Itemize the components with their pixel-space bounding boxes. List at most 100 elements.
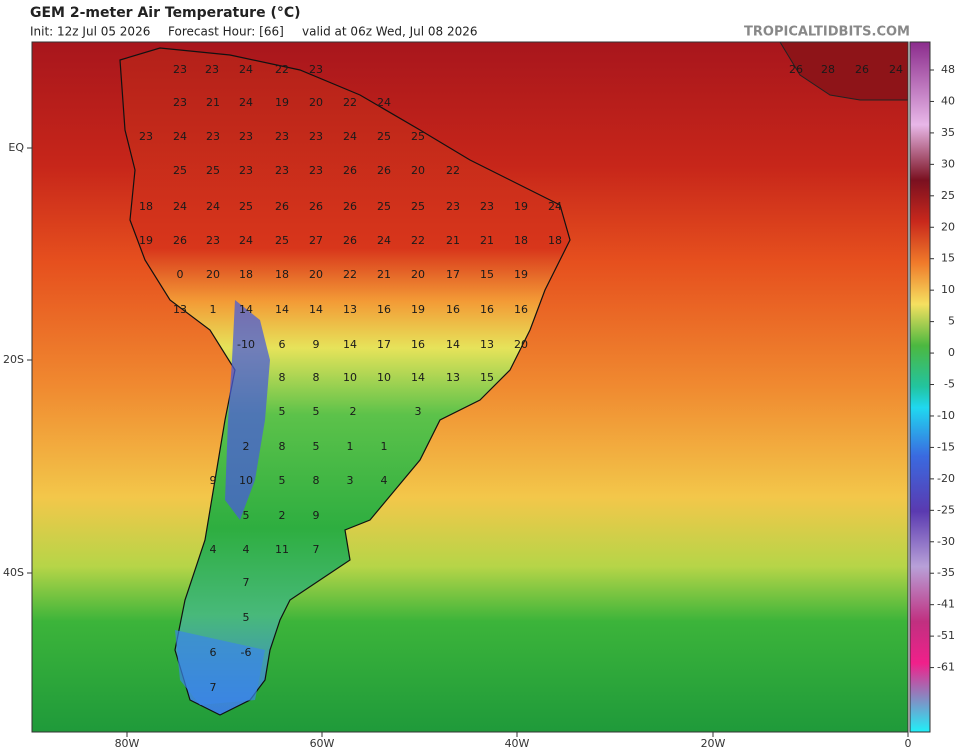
temp-label: 16 (446, 303, 460, 316)
temp-label: 6 (279, 338, 286, 351)
temp-label: 10 (377, 371, 391, 384)
x-axis-label: 80W (115, 737, 140, 750)
temp-label: 11 (275, 543, 289, 556)
temp-label: 25 (275, 234, 289, 247)
temp-label: 14 (411, 371, 425, 384)
temp-label: 23 (173, 96, 187, 109)
x-axis-label: 60W (310, 737, 335, 750)
temp-label: 5 (279, 474, 286, 487)
x-axis-label: 0 (905, 737, 912, 750)
colorbar-label: 10 (941, 283, 955, 296)
temp-label: 2 (243, 440, 250, 453)
colorbar-label: -61 (937, 661, 955, 674)
temp-label: 9 (210, 474, 217, 487)
temp-label: 1 (347, 440, 354, 453)
temp-label: 13 (343, 303, 357, 316)
temp-label: 18 (275, 268, 289, 281)
temp-label: 20 (411, 164, 425, 177)
temp-label: 23 (239, 130, 253, 143)
temp-label: 22 (343, 96, 357, 109)
temp-label: 10 (343, 371, 357, 384)
temp-label: 21 (480, 234, 494, 247)
temp-label: 14 (343, 338, 357, 351)
temp-label: 26 (343, 200, 357, 213)
temp-label: 13 (446, 371, 460, 384)
temp-label: 7 (243, 576, 250, 589)
colorbar (909, 41, 931, 733)
temp-label: 19 (411, 303, 425, 316)
temp-label: 14 (275, 303, 289, 316)
colorbar-label: 0 (948, 346, 955, 359)
temp-label: 4 (210, 543, 217, 556)
temp-label: 1 (210, 303, 217, 316)
colorbar-label: -15 (937, 440, 955, 453)
colorbar-label: 20 (941, 220, 955, 233)
temp-label: 5 (243, 611, 250, 624)
x-axis-label: 20W (701, 737, 726, 750)
colorbar-label: 35 (941, 126, 955, 139)
temp-label: 22 (411, 234, 425, 247)
temp-label: 23 (275, 164, 289, 177)
temp-label: 14 (446, 338, 460, 351)
temp-label: 18 (548, 234, 562, 247)
temp-label: 14 (309, 303, 323, 316)
temp-label: 8 (279, 440, 286, 453)
temp-label: 20 (309, 268, 323, 281)
temp-label: 2 (350, 405, 357, 418)
temp-label: 20 (309, 96, 323, 109)
temp-label: 23 (480, 200, 494, 213)
temp-label: 26 (855, 63, 869, 76)
patagonia-cold (175, 630, 265, 705)
temp-label: 19 (275, 96, 289, 109)
temp-label: 20 (411, 268, 425, 281)
temp-label: 16 (411, 338, 425, 351)
temp-label: 0 (177, 268, 184, 281)
temp-label: 24 (377, 96, 391, 109)
y-axis-label: 40S (3, 566, 24, 579)
temp-label: 21 (446, 234, 460, 247)
temp-label: 24 (343, 130, 357, 143)
temp-label: 25 (411, 130, 425, 143)
colorbar-label: -20 (937, 472, 955, 485)
title: GEM 2-meter Air Temperature (°C) (30, 5, 301, 21)
temp-label: 21 (206, 96, 220, 109)
forecast-hour: Forecast Hour: [66] (168, 25, 284, 39)
temp-label: 20 (514, 338, 528, 351)
temp-label: 6 (210, 646, 217, 659)
temp-label: 24 (889, 63, 903, 76)
valid-time: valid at 06z Wed, Jul 08 2026 (302, 25, 478, 39)
colorbar-label: 5 (948, 315, 955, 328)
temp-label: 21 (377, 268, 391, 281)
temp-label: 15 (480, 268, 494, 281)
x-axis-label: 40W (505, 737, 530, 750)
temp-label: 5 (279, 405, 286, 418)
temp-label: 26 (343, 164, 357, 177)
temp-label: 22 (275, 63, 289, 76)
temp-label: 24 (239, 96, 253, 109)
temp-label: 25 (377, 130, 391, 143)
colorbar-label: -25 (937, 503, 955, 516)
temp-label: -10 (237, 338, 255, 351)
temp-label: 22 (343, 268, 357, 281)
temp-label: 15 (480, 371, 494, 384)
temp-label: 24 (239, 63, 253, 76)
temp-label: 5 (243, 509, 250, 522)
temp-label: 25 (377, 200, 391, 213)
temp-label: 25 (239, 200, 253, 213)
temp-label: 23 (206, 130, 220, 143)
init-time: Init: 12z Jul 05 2026 (30, 25, 150, 39)
temp-label: 25 (411, 200, 425, 213)
temp-label: 24 (239, 234, 253, 247)
colorbar-label: 40 (941, 94, 955, 107)
site-name: TROPICALTIDBITS.COM (744, 25, 910, 40)
temp-label: 23 (309, 63, 323, 76)
temp-label: 9 (313, 509, 320, 522)
temp-label: 18 (239, 268, 253, 281)
temp-label: 16 (514, 303, 528, 316)
colorbar-label: 30 (941, 157, 955, 170)
temp-label: 17 (377, 338, 391, 351)
temp-label: 3 (415, 405, 422, 418)
temp-label: 25 (173, 164, 187, 177)
temp-label: 24 (173, 130, 187, 143)
